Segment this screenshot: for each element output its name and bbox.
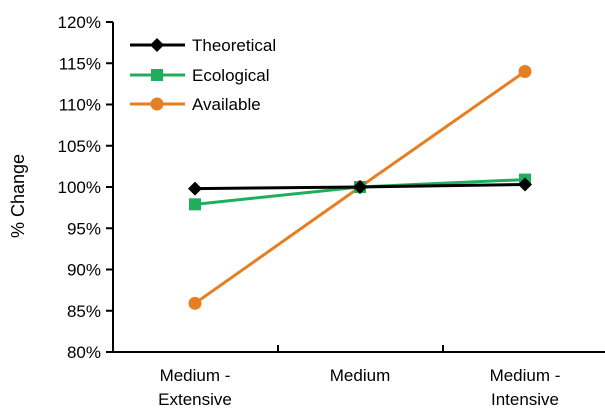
y-tick-label: 90% [67, 261, 101, 280]
y-axis-title: % Change [8, 154, 28, 238]
x-tick-label: Medium -Intensive [490, 366, 561, 409]
x-tick-label: Medium [330, 366, 390, 385]
legend: Theoretical Ecological Available [130, 36, 276, 114]
x-tick-label: Medium -Extensive [158, 366, 232, 409]
y-tick-labels: 80% 85% 90% 95% 100% 105% 110% 115% 120% [58, 13, 101, 362]
legend-item-available: Available [130, 95, 261, 114]
legend-label: Available [192, 95, 261, 114]
legend-marker [150, 97, 164, 111]
data-point-available [188, 296, 202, 310]
y-tick-label: 105% [58, 137, 101, 156]
y-tick-label: 110% [59, 96, 101, 115]
legend-item-theoretical: Theoretical [130, 36, 276, 55]
legend-marker [151, 69, 163, 81]
data-point-theoretical [518, 177, 532, 192]
y-tick-label: 115% [59, 54, 101, 73]
y-tick-label: 80% [67, 343, 101, 362]
legend-label: Ecological [192, 66, 270, 85]
series-theoretical [188, 177, 532, 196]
data-point-theoretical [353, 180, 367, 194]
data-point-available [518, 65, 532, 78]
series-layer [188, 65, 532, 310]
x-tick-labels: Medium -Extensive Medium Medium -Intensive [158, 366, 560, 409]
legend-label: Theoretical [192, 36, 276, 55]
data-point-theoretical [188, 181, 202, 196]
legend-item-ecological: Ecological [130, 66, 270, 85]
y-tick-label: 100% [58, 178, 101, 197]
y-tick-label: 85% [67, 302, 101, 321]
y-tick-label: 120% [58, 13, 101, 32]
legend-marker [150, 38, 164, 52]
y-tick-label: 95% [67, 219, 101, 238]
data-point-ecological [189, 198, 201, 211]
axes [106, 21, 605, 353]
